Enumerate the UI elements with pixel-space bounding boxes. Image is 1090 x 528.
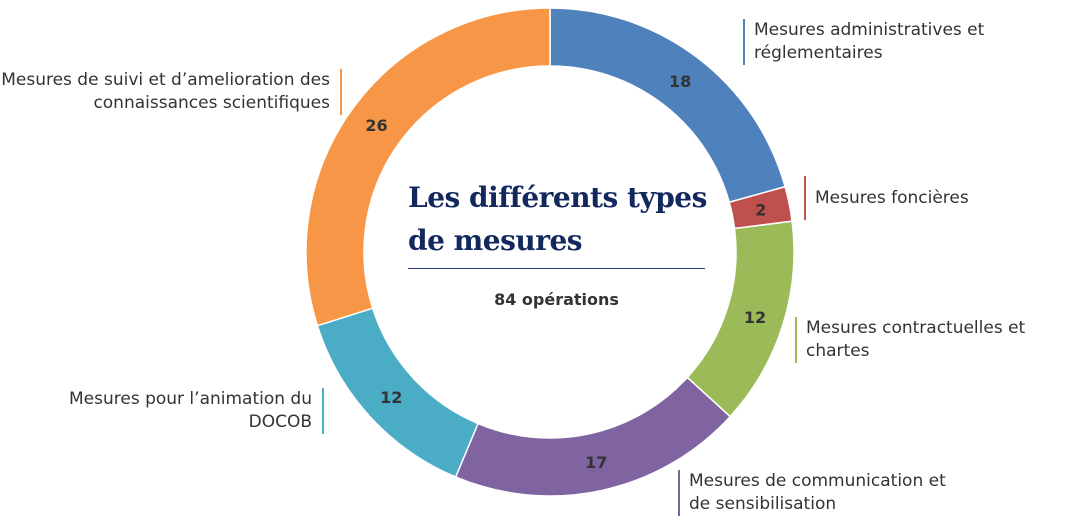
legend-label-5: Mesures de suivi et d’amelioration des c… (0, 69, 342, 115)
legend-label-0: Mesures administratives et réglementaire… (743, 19, 1024, 65)
title-divider (408, 268, 705, 269)
data-label-4: 12 (380, 388, 402, 407)
data-label-2: 12 (744, 308, 766, 327)
legend-label-3: Mesures de communication et de sensibili… (678, 470, 959, 516)
data-label-1: 2 (755, 201, 766, 220)
legend-label-2: Mesures contractuelles et chartes (795, 317, 1066, 363)
chart-title: Les différents types de mesures (408, 181, 707, 257)
legend-label-1: Mesures foncières (804, 176, 969, 220)
data-label-5: 26 (365, 116, 387, 135)
data-label-0: 18 (669, 72, 691, 91)
chart-subtitle: 84 opérations (494, 290, 619, 309)
donut-slice-5 (305, 7, 551, 327)
data-label-3: 17 (585, 453, 607, 472)
legend-label-4: Mesures pour l’animation du DOCOB (40, 388, 324, 434)
